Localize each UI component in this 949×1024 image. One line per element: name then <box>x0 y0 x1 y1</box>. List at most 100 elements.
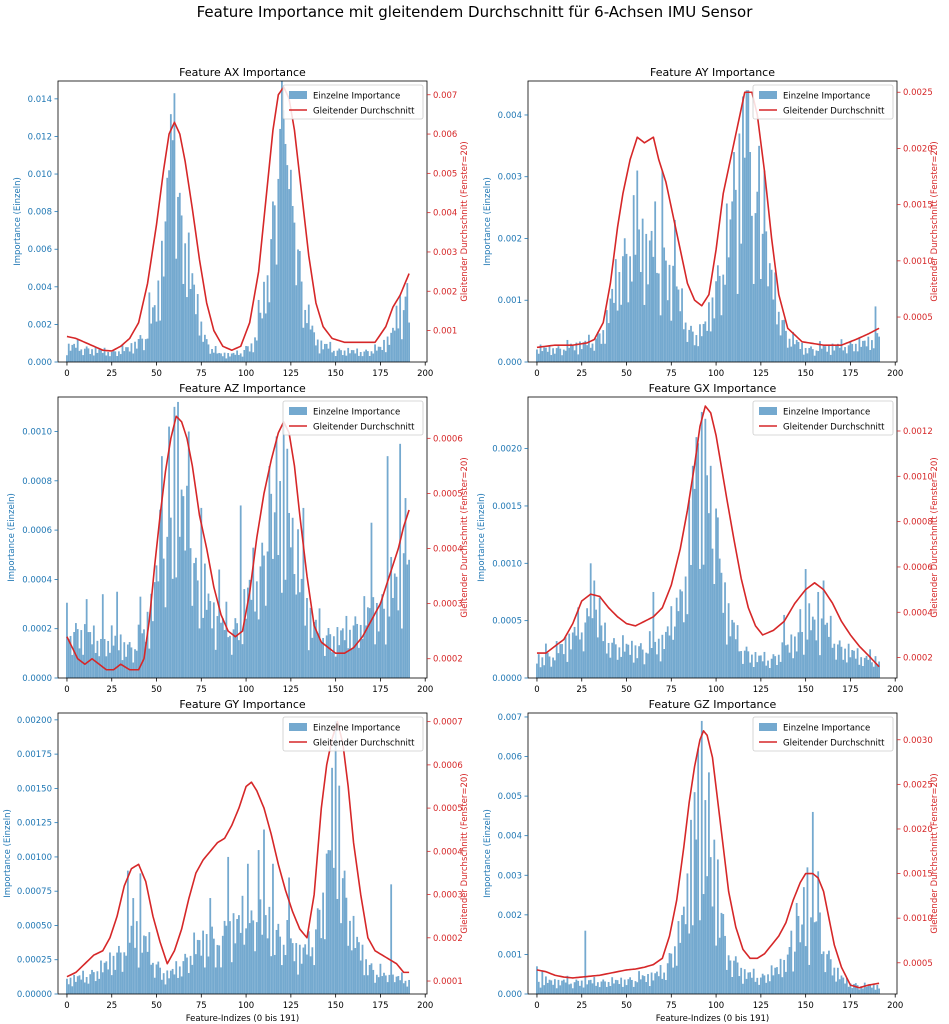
importance-bar <box>716 517 719 678</box>
importance-bar <box>214 649 217 678</box>
importance-bar <box>402 983 405 994</box>
importance-bar <box>613 302 615 362</box>
importance-bar <box>202 617 204 678</box>
importance-bar <box>570 983 572 994</box>
importance-bar <box>652 591 655 678</box>
importance-bar <box>223 352 226 362</box>
importance-bar <box>221 618 224 678</box>
importance-bar <box>91 349 93 362</box>
importance-bar <box>788 652 791 678</box>
importance-bar <box>225 925 228 994</box>
importance-bar <box>121 345 124 362</box>
y-right-tick-label: 0.006 <box>433 130 457 140</box>
importance-bar <box>844 648 846 678</box>
importance-bar <box>211 628 213 678</box>
moving-average-line <box>66 415 410 671</box>
importance-bar <box>700 411 703 678</box>
importance-bar <box>241 895 244 994</box>
importance-bar <box>661 634 664 678</box>
importance-bar <box>386 456 389 678</box>
importance-bar <box>863 657 866 678</box>
importance-bar <box>408 322 410 362</box>
importance-bar <box>264 605 267 678</box>
importance-bar <box>853 984 855 994</box>
importance-bar <box>211 349 213 362</box>
importance-bar <box>85 599 88 678</box>
legend-box <box>282 716 424 752</box>
importance-bar <box>557 653 560 678</box>
importance-bar <box>657 273 660 362</box>
importance-bar <box>261 318 264 362</box>
y-left-tick-label: 0.000 <box>498 990 522 1000</box>
importance-bar <box>550 355 553 362</box>
importance-bar <box>616 980 619 994</box>
importance-bar <box>589 979 592 994</box>
importance-bar <box>340 350 342 362</box>
importance-bar <box>817 871 820 994</box>
importance-bar <box>349 920 351 994</box>
importance-bar <box>788 947 791 994</box>
importance-bar <box>679 942 682 994</box>
importance-bar <box>220 622 222 678</box>
importance-bar <box>209 353 212 362</box>
importance-bar <box>700 336 703 362</box>
importance-bar <box>686 341 689 362</box>
importance-bar <box>786 954 789 994</box>
importance-bar <box>374 644 376 678</box>
importance-bar <box>734 956 737 994</box>
importance-bar <box>564 637 567 678</box>
importance-bar <box>553 353 556 362</box>
importance-bar <box>813 922 816 994</box>
importance-bar <box>374 344 376 362</box>
x-tick-label: 25 <box>576 1001 587 1011</box>
importance-bar <box>876 984 879 994</box>
importance-bar <box>634 254 637 362</box>
importance-bar <box>552 657 554 678</box>
importance-bar <box>794 636 796 678</box>
importance-bar <box>869 649 872 678</box>
y-right-tick-label: 0.0004 <box>903 608 933 618</box>
importance-bar <box>347 347 350 362</box>
importance-bar <box>722 612 725 678</box>
importance-bar <box>218 352 221 362</box>
importance-bar <box>708 772 710 994</box>
importance-bar <box>370 351 373 362</box>
x-tick-label: 150 <box>328 1001 344 1011</box>
importance-bar <box>390 884 393 994</box>
importance-bar <box>550 666 553 678</box>
importance-bar <box>96 640 99 678</box>
importance-bar <box>779 661 782 678</box>
importance-bar <box>245 928 247 994</box>
importance-bar <box>83 624 86 678</box>
importance-bar <box>246 346 249 362</box>
importance-bar <box>132 353 135 362</box>
legend-label-line: Gleitender Durchschnitt <box>783 739 885 749</box>
importance-bar <box>80 630 83 678</box>
importance-bar <box>545 976 547 994</box>
importance-bar <box>182 961 185 994</box>
importance-bar <box>811 349 814 362</box>
importance-bar <box>393 982 396 994</box>
importance-bar <box>236 623 239 678</box>
y-left-tick-label: 0.002 <box>498 234 522 244</box>
importance-bar <box>854 658 857 678</box>
importance-bar <box>593 350 596 362</box>
importance-bar <box>169 970 172 994</box>
importance-bar <box>214 967 217 994</box>
x-tick-label: 75 <box>666 685 677 695</box>
importance-bar <box>618 272 621 362</box>
y-left-tick-label: 0.0010 <box>492 559 522 569</box>
plot-frame <box>527 712 898 995</box>
importance-bar <box>625 643 628 678</box>
importance-bar <box>150 964 153 994</box>
importance-bar <box>340 923 342 994</box>
importance-bar <box>665 260 667 362</box>
importance-bar <box>87 983 90 994</box>
importance-bar <box>751 977 753 994</box>
importance-bar <box>758 145 760 362</box>
importance-bar <box>641 975 644 994</box>
importance-bar <box>627 979 630 994</box>
importance-bar <box>125 955 127 994</box>
importance-bar <box>774 967 777 994</box>
importance-bar <box>826 622 829 678</box>
